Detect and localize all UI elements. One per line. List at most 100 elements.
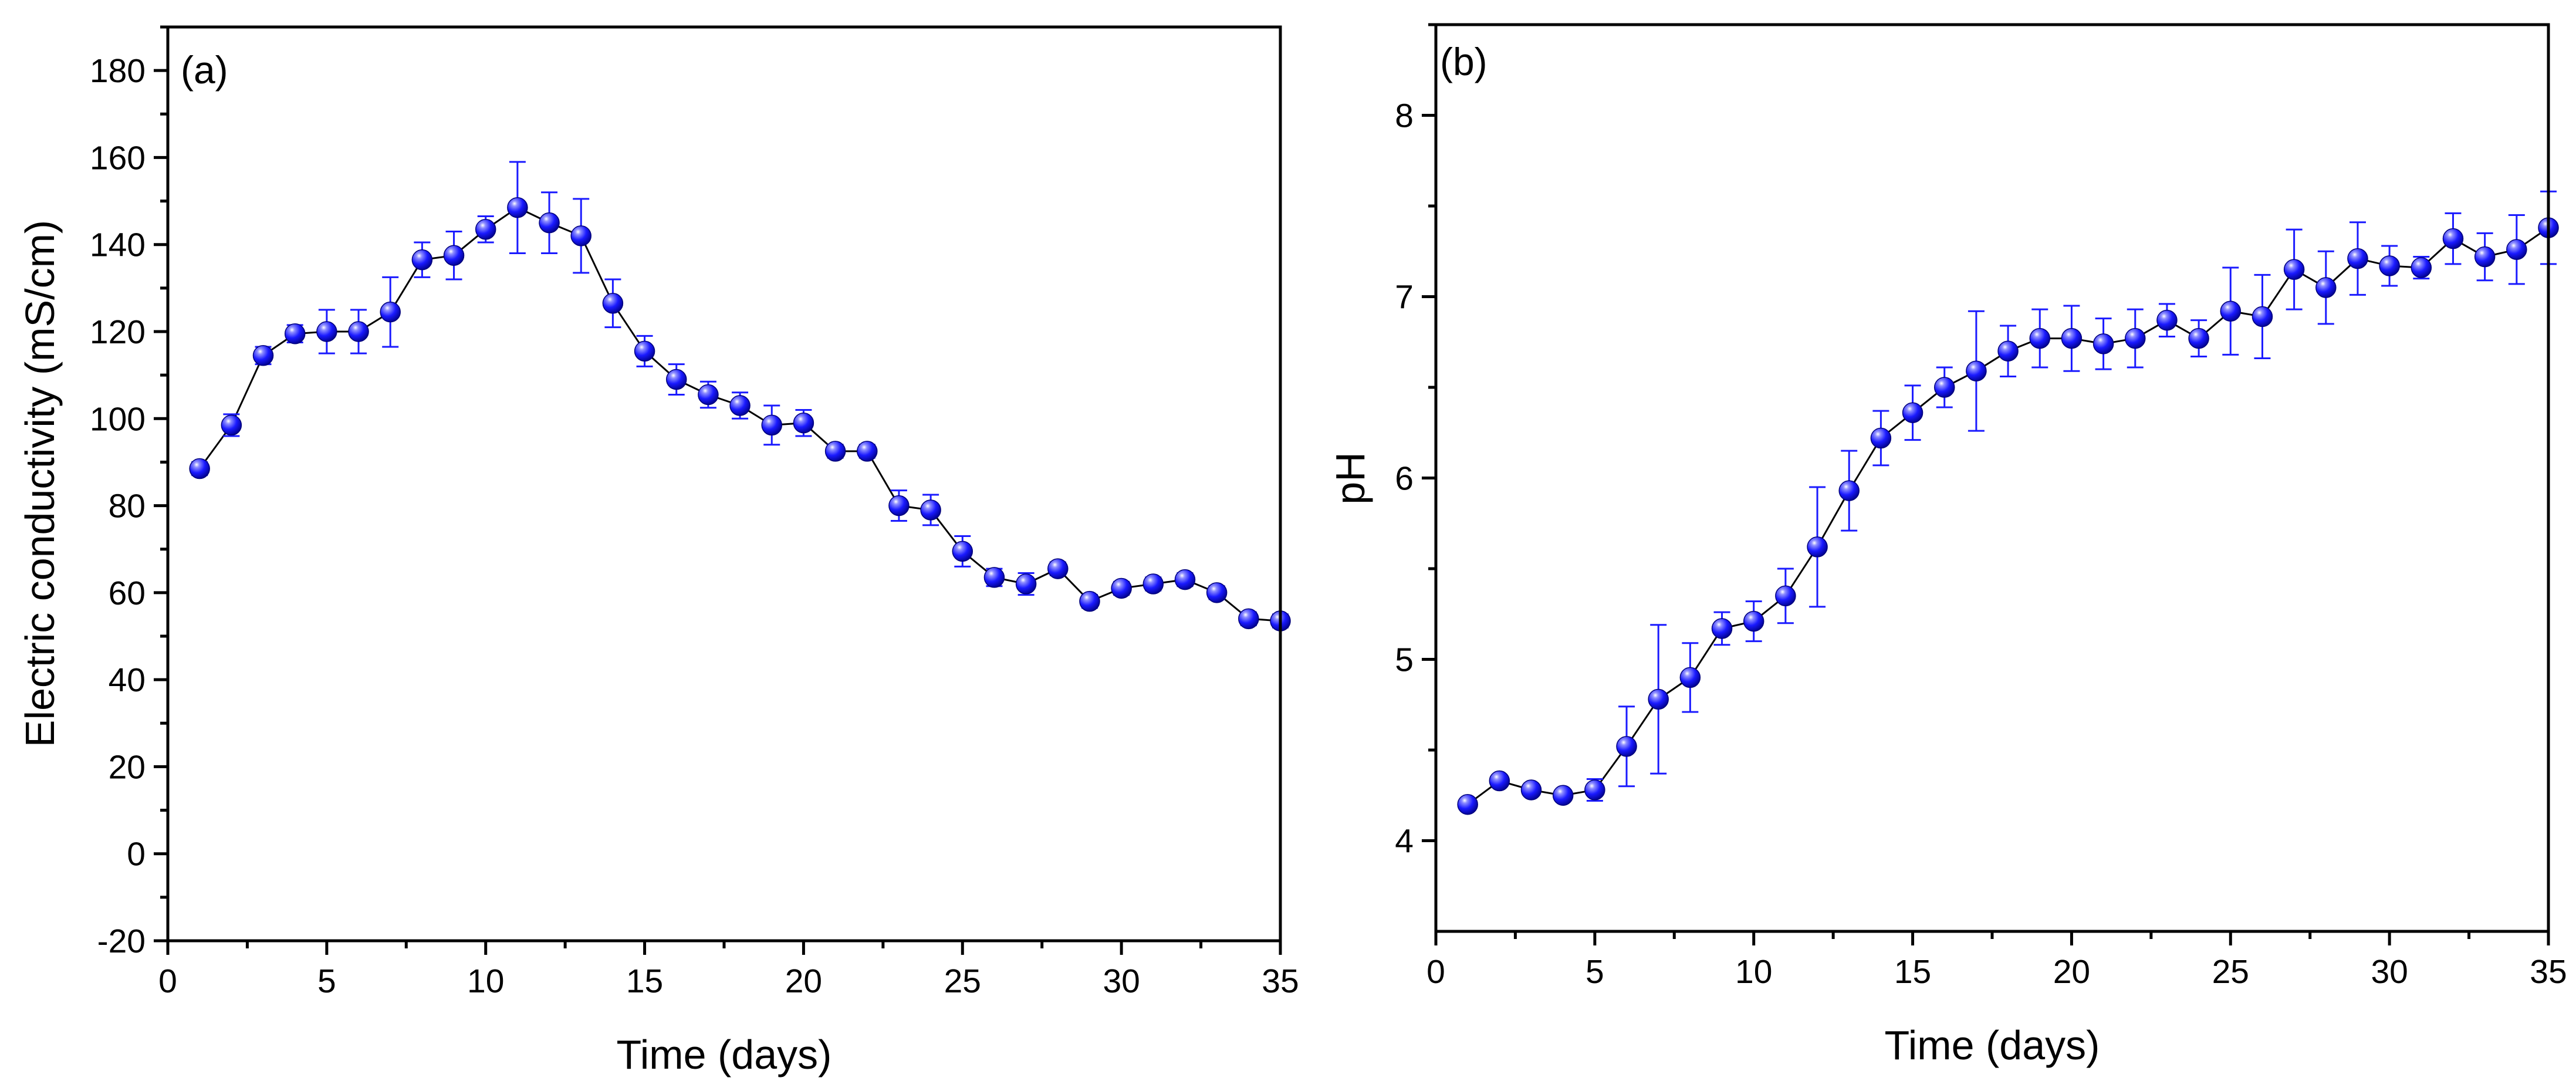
- data-point: [1679, 667, 1701, 688]
- data-point: [634, 340, 655, 362]
- data-point: [2506, 239, 2527, 260]
- data-point: [1111, 577, 1132, 599]
- data-point: [1015, 573, 1037, 595]
- x-tick-label: 15: [626, 962, 663, 1000]
- x-tick-label: 10: [1735, 953, 1772, 991]
- data-point: [189, 458, 210, 479]
- data-point: [380, 301, 401, 323]
- data-point: [411, 249, 433, 271]
- data-point: [443, 245, 465, 266]
- y-tick-label: 6: [1395, 460, 1414, 498]
- panel-label: (a): [181, 48, 228, 92]
- x-tick-label: 25: [944, 962, 981, 1000]
- x-tick-label: 20: [785, 962, 822, 1000]
- data-point: [888, 495, 910, 516]
- data-point: [221, 414, 242, 436]
- data-point: [729, 395, 751, 416]
- data-point: [2061, 327, 2083, 349]
- data-point: [1997, 340, 2019, 362]
- x-axis-title: Time (days): [617, 1032, 832, 1078]
- data-point: [2315, 277, 2337, 298]
- y-tick-label: 80: [109, 488, 146, 525]
- data-point: [1902, 402, 1923, 424]
- y-tick-label: 120: [90, 313, 146, 351]
- y-tick-label: 4: [1395, 823, 1414, 860]
- x-tick-label: 15: [1894, 953, 1931, 991]
- data-point: [2252, 306, 2273, 327]
- data-point: [2411, 257, 2432, 278]
- data-point: [475, 219, 496, 240]
- data-point: [2347, 248, 2368, 269]
- data-point: [2156, 309, 2178, 331]
- x-tick-label: 0: [1426, 953, 1445, 991]
- x-axis-title: Time (days): [1885, 1022, 2100, 1068]
- y-tick-label: 60: [109, 575, 146, 612]
- x-tick-label: 5: [1586, 953, 1604, 991]
- plot-frame: [1434, 23, 2550, 933]
- data-point: [1457, 793, 1478, 815]
- x-tick-label: 0: [158, 962, 177, 1000]
- y-tick-label: 7: [1395, 279, 1414, 316]
- y-tick-label: 100: [90, 400, 146, 438]
- data-point: [252, 345, 274, 366]
- y-tick-label: 180: [90, 52, 146, 90]
- x-tick-label: 30: [1103, 962, 1140, 1000]
- data-point: [1079, 590, 1100, 612]
- data-point: [602, 293, 624, 314]
- y-tick-label: 20: [109, 748, 146, 786]
- data-point: [665, 369, 687, 390]
- data-point: [2188, 327, 2209, 349]
- data-point: [1775, 585, 1796, 607]
- data-point: [857, 441, 878, 462]
- data-point: [1552, 785, 1574, 806]
- data-point: [1142, 573, 1164, 595]
- panel-a-chart: 0 5 10 15 20 25 30 35 -20 0 20 40 60 80 100 120 140 160 18…: [17, 25, 1299, 1078]
- y-axis-title: Electric conductivity (mS/cm): [17, 220, 63, 747]
- y-tick-label: 40: [109, 661, 146, 699]
- data-point: [2125, 327, 2146, 349]
- x-tick-label: 10: [467, 962, 504, 1000]
- data-point: [698, 384, 719, 406]
- data-point: [1711, 618, 1733, 639]
- data-point: [1047, 558, 1069, 579]
- y-tick-label: 5: [1395, 641, 1414, 679]
- data-point: [284, 323, 306, 344]
- data-point: [2379, 255, 2400, 276]
- x-tick-label: 35: [2530, 953, 2567, 991]
- data-point: [1807, 536, 1828, 558]
- data-point: [1743, 610, 1764, 632]
- data-point: [1966, 360, 1987, 381]
- data-point: [2442, 228, 2464, 249]
- data-point: [2474, 246, 2496, 268]
- data-point: [761, 414, 783, 436]
- data-point: [2220, 300, 2242, 322]
- data-point: [1206, 582, 1228, 603]
- data-point: [1933, 377, 1955, 398]
- data-point: [1489, 770, 1510, 792]
- data-point: [1520, 779, 1542, 800]
- y-tick-label: -20: [97, 923, 146, 960]
- data-point: [1584, 779, 1605, 800]
- x-tick-label: 20: [2053, 953, 2090, 991]
- data-point: [316, 321, 337, 342]
- x-tick-label: 35: [1262, 962, 1299, 1000]
- data-point: [1238, 608, 1259, 630]
- data-point: [2092, 333, 2114, 354]
- data-point: [920, 499, 941, 521]
- data-point: [539, 212, 560, 234]
- x-tick-label: 5: [317, 962, 336, 1000]
- panel-b-chart: 0 5 10 15 20 25 30 35 4 5 6 7 8 (b) Time (days) pH: [1327, 23, 2567, 1068]
- y-tick-label: 160: [90, 139, 146, 177]
- data-point: [1870, 427, 1892, 449]
- y-axis-title: pH: [1327, 452, 1373, 504]
- panel-label: (b): [1440, 40, 1488, 83]
- data-point: [507, 197, 528, 218]
- data-point: [1648, 688, 1669, 710]
- data-point: [983, 567, 1005, 588]
- x-tick-label: 30: [2371, 953, 2408, 991]
- data-point: [952, 541, 973, 562]
- data-point: [824, 441, 846, 462]
- data-point: [793, 412, 814, 434]
- data-point: [2283, 259, 2305, 280]
